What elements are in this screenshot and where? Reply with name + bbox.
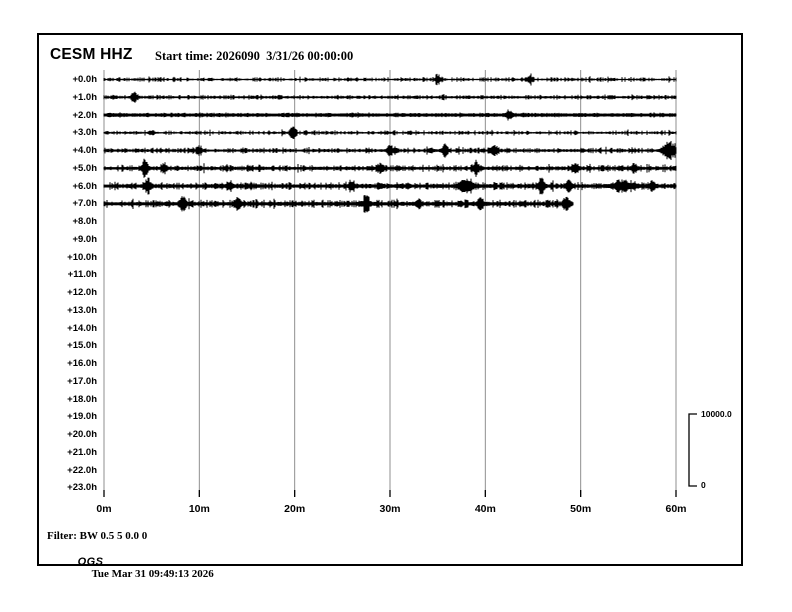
row-label: +14.0h xyxy=(67,322,97,334)
x-axis-tick-label: 50m xyxy=(570,503,592,515)
station-title: CESM HHZ xyxy=(50,46,133,63)
time-gridlines xyxy=(103,70,677,497)
row-label: +19.0h xyxy=(67,411,97,423)
row-label: +2.0h xyxy=(72,109,97,121)
trace-row-3 xyxy=(103,126,677,139)
x-axis-tick-label: 30m xyxy=(379,503,401,515)
row-label: +4.0h xyxy=(72,145,97,157)
plot-footer: Filter: BW 0.5 5 0.0 0 OGS Tue Mar 31 09… xyxy=(47,530,214,592)
row-label: +12.0h xyxy=(67,287,97,299)
x-axis-tick-label: 60m xyxy=(665,503,687,515)
row-label: +13.0h xyxy=(67,304,97,316)
row-label: +18.0h xyxy=(67,393,97,405)
row-label: +11.0h xyxy=(67,269,97,281)
x-axis-tick-label: 40m xyxy=(474,503,496,515)
row-label: +10.0h xyxy=(67,251,97,263)
plot-frame: CESM HHZ Start time: 2026090 3/31/26 00:… xyxy=(37,33,743,580)
amplitude-scale-bracket xyxy=(688,413,697,487)
row-label: +22.0h xyxy=(67,464,97,476)
row-label: +15.0h xyxy=(67,340,97,352)
row-label: +9.0h xyxy=(72,233,97,245)
row-label: +3.0h xyxy=(72,127,97,139)
trace-row-4 xyxy=(103,141,677,160)
seismic-traces xyxy=(103,73,677,213)
row-label: +1.0h xyxy=(72,91,97,103)
x-axis-tick-label: 0m xyxy=(96,503,112,515)
trace-row-2 xyxy=(103,109,677,121)
row-label: +17.0h xyxy=(67,375,97,387)
trace-row-0 xyxy=(103,73,677,86)
x-axis-tick-label: 20m xyxy=(284,503,306,515)
scale-max-label: 10000.0 xyxy=(701,409,732,419)
row-label: +16.0h xyxy=(67,358,97,370)
filter-info: Filter: BW 0.5 5 0.0 0 xyxy=(47,530,148,542)
row-label: +8.0h xyxy=(72,216,97,228)
row-label: +0.0h xyxy=(72,74,97,85)
scale-min-label: 0 xyxy=(701,480,706,490)
generated-timestamp: Tue Mar 31 09:49:13 2026 xyxy=(91,568,214,580)
x-axis-tick-label: 10m xyxy=(188,503,210,515)
row-label: +21.0h xyxy=(67,446,97,458)
row-label: +7.0h xyxy=(72,198,97,210)
agency-line: OGS Tue Mar 31 09:49:13 2026 xyxy=(47,544,214,592)
trace-row-5 xyxy=(103,158,677,178)
row-label: +20.0h xyxy=(67,429,97,441)
trace-row-6 xyxy=(103,177,677,195)
agency-name: OGS xyxy=(77,556,104,568)
trace-row-1 xyxy=(103,91,677,103)
row-label: +23.0h xyxy=(67,482,97,494)
start-time-label: Start time: 2026090 3/31/26 00:00:00 xyxy=(155,49,354,63)
helicorder-chart xyxy=(103,70,697,497)
row-label: +6.0h xyxy=(72,180,97,192)
trace-row-7 xyxy=(103,195,574,213)
x-axis-ticks xyxy=(103,490,677,497)
row-label: +5.0h xyxy=(72,162,97,174)
